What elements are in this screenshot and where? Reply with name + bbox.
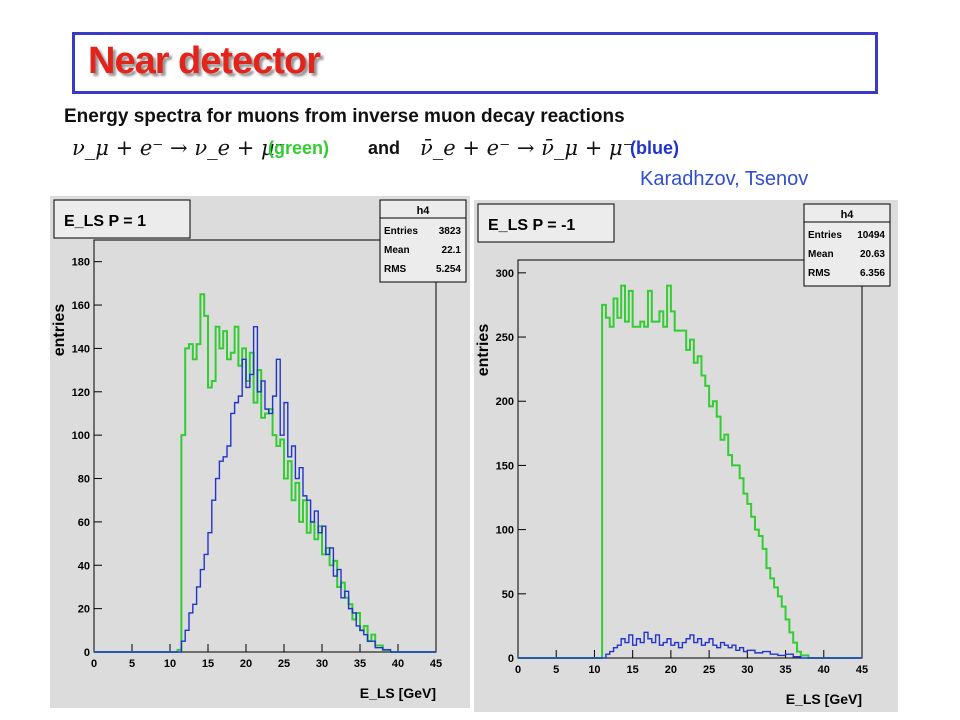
stats-label: Mean: [384, 245, 410, 256]
histogram-panel-right: E_LS P = -1 h4 Entries 10494 Mean 20.63 RMS 6.3…: [474, 200, 898, 712]
y-tick-label: 300: [496, 268, 514, 280]
reaction-1-color-label: (green): [268, 138, 330, 158]
series-line-blue: [518, 631, 862, 659]
y-tick-label: 100: [496, 525, 514, 537]
y-tick-label: 160: [72, 300, 90, 312]
reaction-row: ν_μ + e⁻ → ν_e + μ⁻ (green) and ν̄_e + e…: [72, 136, 792, 166]
x-tick-label: 35: [354, 658, 366, 670]
y-tick-label: 0: [84, 647, 90, 659]
y-tick-label: 80: [78, 474, 90, 486]
x-tick-label: 25: [278, 658, 290, 670]
stats-value: 5.254: [436, 264, 461, 275]
x-tick-label: 40: [392, 658, 404, 670]
y-tick-label: 140: [72, 343, 90, 355]
reaction-2-color-label: (blue): [630, 138, 679, 158]
y-axis-label: entries: [475, 324, 492, 377]
y-tick-label: 0: [508, 653, 514, 665]
y-tick-label: 150: [496, 460, 514, 472]
authors-credit: Karadhzov, Tsenov: [640, 168, 809, 190]
x-tick-label: 20: [240, 658, 252, 670]
y-tick-label: 100: [72, 430, 90, 442]
stats-label: RMS: [384, 264, 407, 275]
y-tick-label: 20: [78, 604, 90, 616]
x-tick-label: 45: [430, 658, 442, 670]
y-tick-label: 120: [72, 387, 90, 399]
stats-label: RMS: [808, 268, 831, 279]
x-tick-label: 35: [779, 664, 791, 676]
stats-name: h4: [841, 209, 855, 221]
histogram-title-box: [53, 199, 191, 239]
x-tick-label: 25: [703, 664, 715, 676]
y-tick-label: 180: [72, 257, 90, 269]
y-tick-label: 250: [496, 332, 514, 344]
stats-value: 3823: [439, 226, 462, 237]
y-tick-label: 60: [78, 517, 90, 529]
x-tick-label: 30: [316, 658, 328, 670]
x-tick-label: 10: [588, 664, 600, 676]
stats-box: [379, 199, 467, 283]
y-tick-label: 200: [496, 396, 514, 408]
stats-label: Entries: [808, 230, 842, 241]
histogram-panel-left: E_LS P = 1 h4 Entries 3823 Mean 22.1 RMS 5.254 0…: [50, 196, 470, 708]
histogram-title: E_LS P = -1: [488, 217, 575, 234]
x-tick-label: 5: [553, 664, 559, 676]
stats-label: Mean: [808, 249, 834, 260]
plot-area: [517, 259, 863, 659]
stats-value: 20.63: [860, 249, 885, 260]
y-tick-label: 40: [78, 560, 90, 572]
x-tick-label: 45: [856, 664, 868, 676]
series-line-green: [94, 293, 436, 653]
connector-word: and: [368, 138, 401, 158]
title-frame: [72, 32, 878, 94]
slide-title: Near detector: [88, 40, 321, 82]
stats-value: 10494: [857, 230, 885, 241]
histogram-title: E_LS P = 1: [64, 213, 146, 230]
y-axis-label: entries: [51, 304, 68, 357]
x-tick-label: 10: [164, 658, 176, 670]
series-line-green: [518, 284, 862, 659]
series-line-blue: [94, 326, 436, 653]
stats-label: Entries: [384, 226, 418, 237]
x-tick-label: 15: [202, 658, 214, 670]
x-tick-label: 15: [627, 664, 639, 676]
x-tick-label: 30: [741, 664, 753, 676]
x-axis-label: E_LS [GeV]: [786, 691, 862, 707]
plot-area: [93, 239, 437, 653]
y-tick-label: 50: [502, 589, 514, 601]
stats-name: h4: [417, 205, 431, 217]
reaction-1-formula: ν_μ + e⁻ → ν_e + μ⁻: [72, 136, 286, 160]
x-tick-label: 40: [818, 664, 830, 676]
slide-subtitle: Energy spectra for muons from inverse mu…: [64, 106, 625, 127]
x-tick-label: 20: [665, 664, 677, 676]
x-tick-label: 0: [515, 664, 521, 676]
reaction-2-formula: ν̄_e + e⁻ → ν̄_μ + μ⁻: [420, 136, 634, 160]
stats-value: 22.1: [442, 245, 462, 256]
x-axis-label: E_LS [GeV]: [360, 685, 436, 701]
x-tick-label: 0: [91, 658, 97, 670]
stats-value: 6.356: [860, 268, 885, 279]
histogram-title-box: [477, 203, 615, 243]
x-tick-label: 5: [129, 658, 135, 670]
stats-box: [803, 203, 891, 287]
